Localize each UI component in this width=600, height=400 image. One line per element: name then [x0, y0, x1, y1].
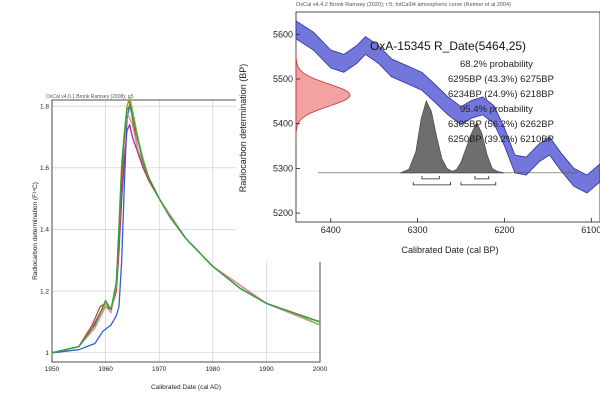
chart-f14c-y-label: Radiocarbon determination (F¹⁴C) — [32, 182, 39, 280]
x-tick-label: 1980 — [206, 366, 221, 373]
x-tick-label: 1970 — [152, 366, 167, 373]
y-tick-label: 1.2 — [40, 288, 49, 295]
range-95-bracket — [412, 181, 452, 186]
chart-f14c-series — [51, 96, 321, 354]
measurement-distribution — [295, 50, 351, 140]
calibration-curve-band — [295, 20, 600, 194]
chart-calibration-ticks: 6400 6300 6200 6100 5200 5300 5400 5500 5600 — [273, 29, 600, 235]
probability-annotation: 6234BP (24.9%) 6218BP — [448, 89, 554, 100]
chart-f14c-header: OxCal v4.0.1 Bronk Ramsey (2008); r:5 — [46, 94, 134, 100]
x-tick-label: 1950 — [45, 366, 60, 373]
range-68-bracket — [474, 175, 490, 180]
posterior-distribution — [400, 100, 505, 174]
x-tick-label: 6400 — [321, 225, 341, 235]
x-tick-label: 1990 — [259, 366, 274, 373]
y-tick-label: 1.8 — [40, 103, 49, 110]
y-tick-label: 5600 — [273, 29, 293, 39]
x-tick-label: 6300 — [408, 225, 428, 235]
chart-calibration-x-label: Calibrated Date (cal BP) — [401, 245, 498, 255]
y-tick-label: 5300 — [273, 163, 293, 173]
chart-calibration-title: OxA-15345 R_Date(5464,25) — [370, 39, 526, 53]
y-tick-label: 1 — [45, 350, 49, 357]
probability-annotation: 6305BP (56.2%) 6262BP — [448, 119, 554, 130]
y-tick-label: 1.4 — [40, 227, 49, 234]
probability-annotation: 6250BP (39.2%) 6210BP — [448, 134, 554, 145]
probability-annotation: 6295BP (43.3%) 6275BP — [448, 74, 554, 85]
y-tick-label: 5200 — [273, 208, 293, 218]
series-line — [51, 105, 321, 354]
y-tick-label: 1.6 — [40, 165, 49, 172]
y-tick-label: 5500 — [273, 74, 293, 84]
chart-f14c-grid — [51, 100, 321, 362]
chart-calibration-annotations: 68.2% probability 6295BP (43.3%) 6275BP 62… — [448, 59, 554, 145]
chart-calibration-header: OxCal v4.4.2 Bronk Ramsey (2020); r:5; I… — [296, 2, 511, 8]
chart-f14c-ticks: 1950 1960 1970 1980 1990 2000 1 1.2 1.4 1.6 1.8 — [40, 103, 328, 373]
chart-calibration-plot — [295, 11, 600, 223]
chart-calibration: OxCal v4.4.2 Bronk Ramsey (2020); r:5; I… — [236, 0, 600, 262]
chart-f14c-x-label: Calibrated Date (cal AD) — [151, 384, 221, 391]
range-95-bracket — [460, 181, 497, 186]
probability-annotation: 68.2% probability — [460, 59, 533, 70]
x-tick-label: 6200 — [494, 225, 514, 235]
chart-calibration-y-label: Radiocarbon determination (BP) — [238, 64, 248, 193]
x-tick-label: 6100 — [581, 225, 600, 235]
range-68-bracket — [421, 175, 440, 180]
y-tick-label: 5400 — [273, 119, 293, 129]
x-tick-label: 2000 — [313, 366, 328, 373]
x-tick-label: 1960 — [98, 366, 113, 373]
chart-calibration-frame — [295, 11, 600, 223]
probability-annotation: 95.4% probability — [460, 104, 533, 115]
